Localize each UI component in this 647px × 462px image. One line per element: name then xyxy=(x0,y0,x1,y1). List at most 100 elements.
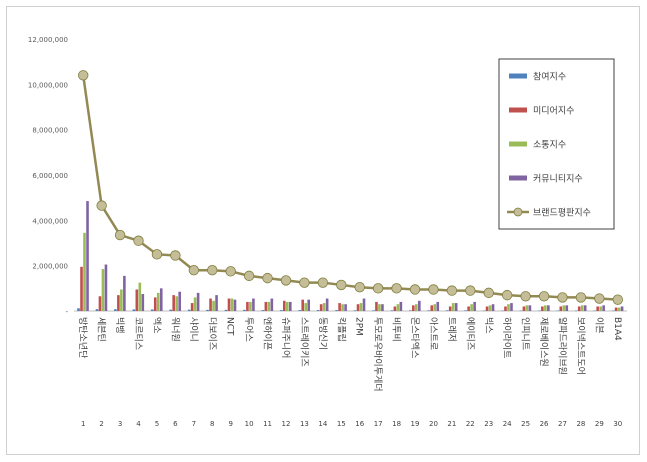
legend-swatch xyxy=(509,107,527,113)
x-category-label: 샤이니 xyxy=(188,317,199,342)
bar xyxy=(620,306,624,311)
bar xyxy=(190,303,194,311)
bar xyxy=(344,304,347,311)
x-rank-label: 4 xyxy=(136,420,141,428)
x-category-label: 투모로우바이투게더 xyxy=(372,317,383,392)
bar xyxy=(123,275,126,311)
bar xyxy=(593,310,596,312)
x-rank-label: 17 xyxy=(374,420,383,428)
bar xyxy=(279,310,283,311)
legend-swatch xyxy=(509,175,527,181)
x-category-label: NCT xyxy=(225,317,235,336)
bar xyxy=(467,306,470,311)
bar xyxy=(583,305,587,311)
line-point xyxy=(188,265,200,276)
bar xyxy=(448,306,452,311)
bar xyxy=(372,310,375,311)
x-rank-label: 6 xyxy=(173,420,178,428)
line-point xyxy=(317,277,329,288)
y-tick-label: 6,000,000 xyxy=(32,172,68,180)
x-category-label: 알파드라이브원 xyxy=(556,317,567,375)
x-rank-label: 24 xyxy=(503,420,512,428)
x-rank-label: 12 xyxy=(282,420,291,428)
bar xyxy=(224,309,228,311)
x-category-label: 더보이즈 xyxy=(206,317,217,350)
line-point xyxy=(428,284,439,295)
legend-label: 참여지수 xyxy=(533,71,566,83)
x-rank-label: 15 xyxy=(337,420,346,428)
x-rank-label: 3 xyxy=(118,420,122,428)
bar xyxy=(172,295,175,311)
bar xyxy=(510,303,513,311)
legend-label: 커뮤니티지수 xyxy=(533,174,583,185)
bar xyxy=(83,232,86,311)
bar xyxy=(304,303,308,311)
bar xyxy=(288,301,292,311)
x-category-label: 이븐 xyxy=(593,317,604,334)
x-axis: 방탄소년단 1 세븐틴 2 빅뱅 3 코르티스 4 엑소 5 워너원 6 샤이니 7 더보이즈 8 NCT 9 투어… xyxy=(74,310,627,428)
bar xyxy=(412,305,415,311)
x-category-label: 2PM xyxy=(354,317,364,336)
bar xyxy=(611,310,615,312)
bar xyxy=(193,297,197,311)
bar xyxy=(415,304,418,311)
legend-label: 소통지수 xyxy=(533,140,566,151)
x-rank-label: 10 xyxy=(245,420,254,428)
x-category-label: 빅스 xyxy=(483,317,494,334)
x-rank-label: 16 xyxy=(355,420,364,428)
bar xyxy=(522,306,526,311)
bar xyxy=(325,298,329,311)
bar xyxy=(454,303,458,311)
bar xyxy=(409,310,412,311)
bar xyxy=(418,300,421,311)
bar xyxy=(252,298,255,311)
bar xyxy=(556,310,560,312)
bar xyxy=(187,309,191,311)
y-tick-label: 4,000,000 xyxy=(32,217,68,225)
bar xyxy=(264,301,268,311)
bar xyxy=(243,309,246,311)
bar xyxy=(565,305,569,311)
bar xyxy=(156,292,160,311)
bar xyxy=(614,307,618,311)
bar xyxy=(577,306,581,311)
y-axis: 12,000,000 10,000,000 8,000,000 6,000,000 4,… xyxy=(28,36,69,316)
x-category-label: 코르티스 xyxy=(133,317,144,350)
x-category-label: 방탄소년단 xyxy=(77,317,88,358)
line-point xyxy=(225,266,236,277)
bar xyxy=(132,309,136,311)
y-tick-label: 12,000,000 xyxy=(28,36,68,44)
x-rank-label: 26 xyxy=(540,420,549,428)
x-category-label: 비투비 xyxy=(391,317,402,342)
bar xyxy=(77,308,80,311)
line-point xyxy=(336,279,347,291)
bar xyxy=(433,304,437,311)
y-tick-label: 10,000,000 xyxy=(28,81,68,89)
x-rank-label: 19 xyxy=(411,420,420,428)
bar xyxy=(141,294,145,311)
line-point xyxy=(114,229,126,241)
bar xyxy=(504,306,507,311)
bar xyxy=(98,296,102,311)
line-point xyxy=(243,270,255,282)
x-category-label: 아스트로 xyxy=(427,317,438,350)
y-tick-label: 2,000,000 xyxy=(32,263,68,271)
line-point xyxy=(446,285,458,296)
bar xyxy=(538,310,541,312)
bar xyxy=(525,305,529,311)
bar xyxy=(451,303,455,311)
x-category-label: 제로베이스원 xyxy=(538,317,549,367)
bar xyxy=(399,301,403,311)
bar xyxy=(196,292,200,311)
x-category-label: 투어스 xyxy=(243,317,254,342)
bar xyxy=(316,310,320,311)
line-point xyxy=(483,287,494,299)
bar xyxy=(322,303,326,311)
bar xyxy=(285,301,289,311)
x-rank-label: 14 xyxy=(318,420,327,428)
line-point xyxy=(280,275,292,286)
bar xyxy=(378,304,381,311)
line-point xyxy=(170,250,181,261)
bar xyxy=(559,306,563,311)
line-series xyxy=(78,70,623,305)
